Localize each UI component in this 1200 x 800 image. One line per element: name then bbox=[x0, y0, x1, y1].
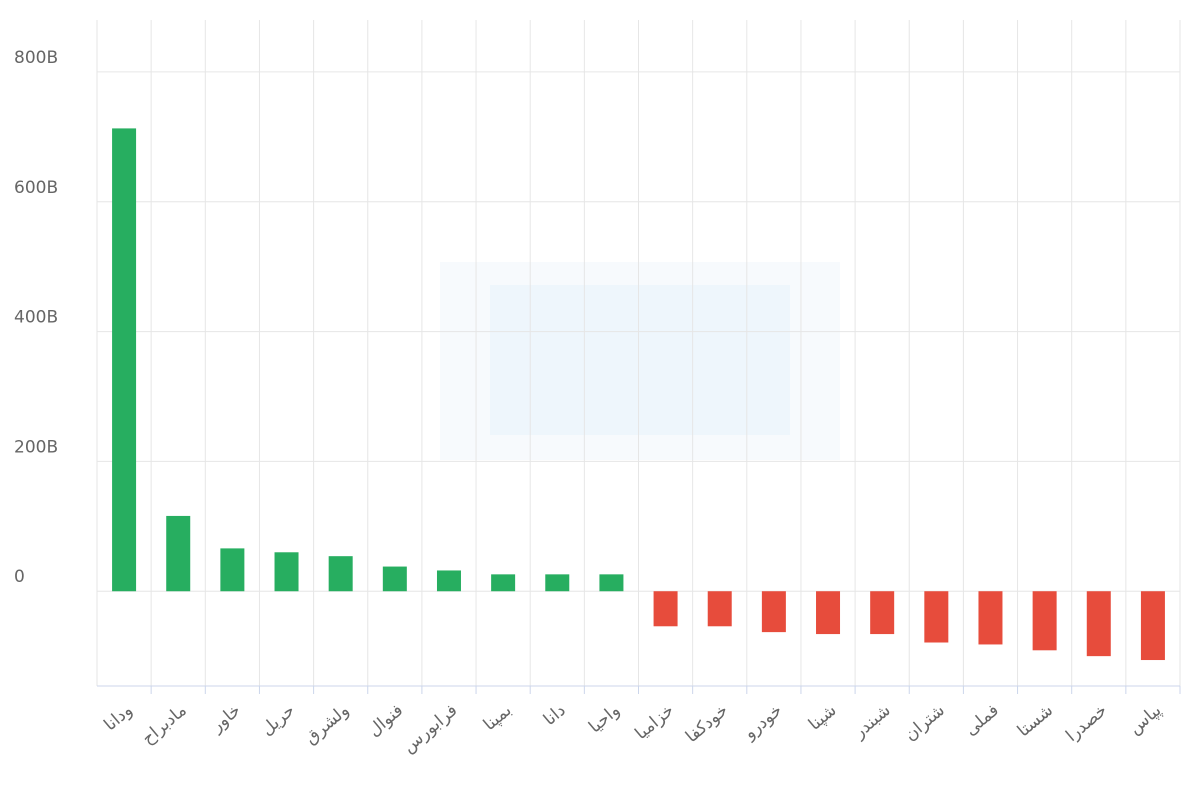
x-tick-label: پپاس bbox=[1125, 700, 1165, 739]
bar bbox=[1086, 591, 1111, 657]
x-tick-label: فملی bbox=[961, 700, 1003, 740]
bar bbox=[1032, 591, 1057, 651]
x-tick-label: حریل bbox=[257, 700, 299, 739]
y-tick-label: 800B bbox=[14, 48, 58, 68]
bar bbox=[382, 566, 407, 592]
x-tick-label: دانا bbox=[540, 700, 570, 730]
x-tick-label: واحیا bbox=[585, 700, 624, 737]
bar bbox=[978, 591, 1003, 645]
bar bbox=[1140, 591, 1165, 661]
y-tick-label: 0 bbox=[14, 567, 25, 587]
bar bbox=[436, 570, 461, 592]
x-tick-label: شستا bbox=[1014, 700, 1057, 741]
x-tick-label: فرابورس bbox=[399, 700, 461, 757]
y-tick-label: 600B bbox=[14, 178, 58, 198]
x-tick-label: ولشرق bbox=[301, 700, 353, 748]
x-tick-label: خودرو bbox=[740, 700, 787, 744]
x-tick-label: شپنا bbox=[805, 700, 841, 734]
y-tick-label: 200B bbox=[14, 437, 58, 457]
y-tick-label: 400B bbox=[14, 308, 58, 328]
x-tick-label: ودانا bbox=[100, 700, 136, 735]
bar bbox=[653, 591, 678, 627]
x-tick-label: خزامیا bbox=[631, 700, 678, 744]
x-tick-label: بمپنا bbox=[480, 700, 516, 735]
x-tick-label: فنوال bbox=[364, 700, 407, 740]
bar bbox=[761, 591, 786, 633]
bar bbox=[166, 515, 191, 592]
bar bbox=[816, 591, 841, 635]
x-tick-label: خودکفا bbox=[682, 700, 732, 747]
bar bbox=[112, 128, 137, 592]
bar bbox=[870, 591, 895, 635]
bar bbox=[220, 548, 245, 592]
x-tick-label: شبندر bbox=[849, 700, 895, 743]
x-tick-label: خاور bbox=[207, 700, 245, 737]
bar bbox=[274, 552, 299, 592]
bar bbox=[924, 591, 949, 643]
x-tick-label: مادبراح bbox=[138, 700, 190, 749]
x-tick-label: شتران bbox=[901, 700, 949, 745]
x-tick-label: خصدرا bbox=[1062, 700, 1111, 746]
bar bbox=[328, 556, 353, 592]
bar bbox=[545, 574, 570, 592]
bar bbox=[707, 591, 732, 627]
bar bbox=[599, 574, 624, 592]
bar bbox=[491, 574, 516, 592]
watermark-inner bbox=[490, 285, 790, 435]
